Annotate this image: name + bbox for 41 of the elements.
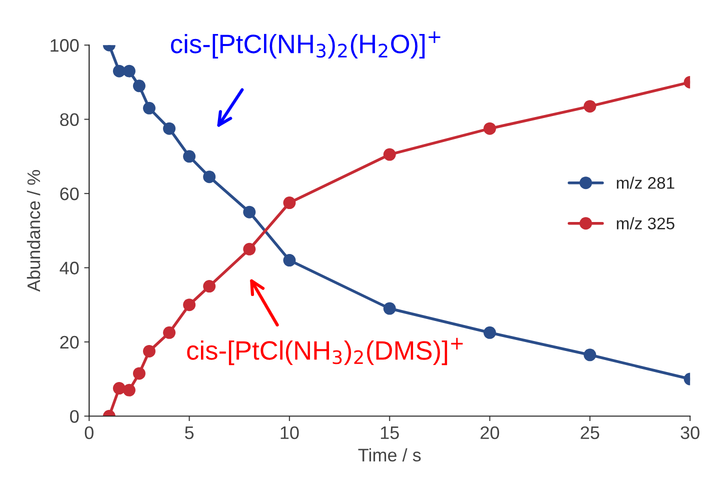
point	[142, 102, 156, 114]
annotation: cis-[PtCl(NH$_{3}$)$_{2}$(DMS)]$^{+}$	[187, 338, 463, 366]
point	[283, 254, 296, 267]
x-axis-title: Time / s	[358, 448, 421, 462]
point	[203, 170, 216, 184]
y-tick-label: 100	[50, 39, 79, 52]
x-tick-label: 20	[480, 426, 500, 440]
point	[383, 148, 396, 161]
point	[142, 344, 156, 358]
point	[183, 298, 196, 312]
point	[122, 64, 136, 78]
point	[163, 326, 176, 339]
y-tick-label: 20	[60, 336, 79, 349]
point	[243, 242, 256, 256]
point	[183, 150, 196, 163]
legend-label: m/z 281	[616, 176, 674, 189]
point	[484, 122, 496, 135]
y-tick-label: 0	[70, 410, 79, 423]
point	[163, 122, 176, 135]
legend-label: m/z 325	[616, 217, 674, 230]
point	[584, 100, 596, 113]
y-axis-title: Abundance / %	[26, 170, 40, 292]
x-tick-label: 10	[280, 426, 299, 440]
point	[132, 367, 146, 380]
point	[132, 80, 146, 92]
point	[283, 196, 296, 210]
point	[584, 348, 596, 362]
x-tick-label: 15	[380, 426, 399, 440]
point	[122, 384, 136, 396]
y-tick-label: 40	[60, 262, 79, 274]
x-tick-label: 25	[580, 426, 600, 440]
y-tick-label: 80	[60, 113, 79, 126]
annotation: cis-[PtCl(NH$_{3}$)$_{2}$(H$_{2}$O)]$^{+}$	[171, 31, 440, 59]
x-tick-label: 30	[680, 426, 700, 440]
point	[484, 326, 496, 339]
point	[383, 302, 396, 315]
point	[243, 206, 256, 218]
x-tick-label: 0	[84, 426, 94, 440]
x-tick-label: 5	[185, 426, 194, 440]
y-tick-label: 60	[60, 187, 79, 200]
point	[203, 280, 216, 293]
